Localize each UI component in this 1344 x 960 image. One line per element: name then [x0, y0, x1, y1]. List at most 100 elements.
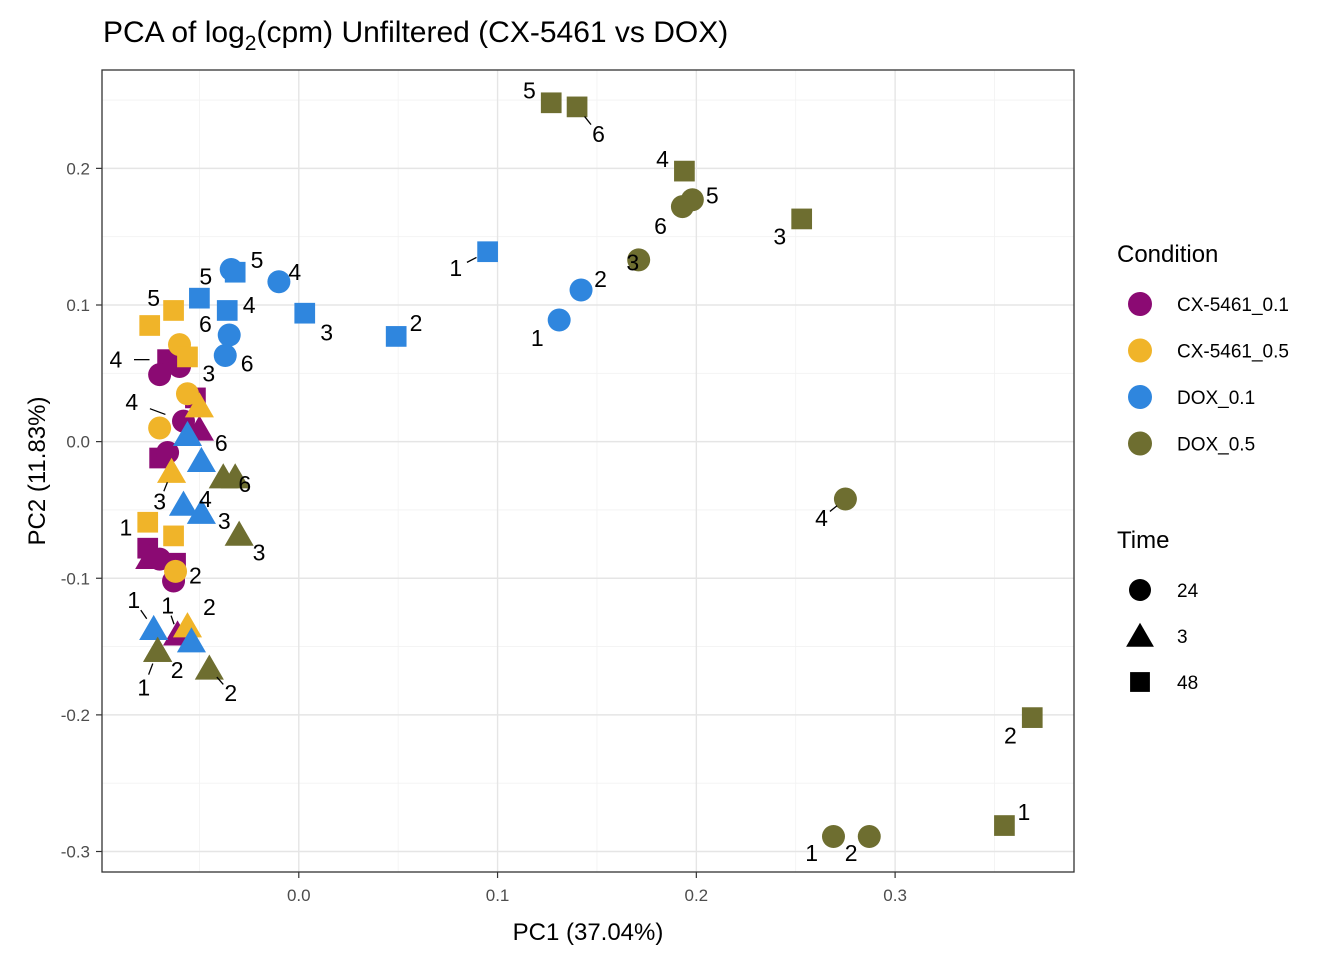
data-point: [220, 463, 250, 489]
legend-condition-key: [1128, 292, 1152, 316]
data-point: [267, 270, 291, 294]
point-label: 3: [153, 489, 166, 515]
panel-background: [102, 70, 1074, 872]
point-label: 6: [592, 121, 605, 147]
data-point: [833, 487, 857, 511]
legend-condition-label: CX-5461_0.1: [1177, 295, 1289, 316]
point-label: 1: [137, 675, 150, 701]
grid-lines: [102, 70, 1074, 872]
data-point: [547, 308, 571, 332]
data-point: [194, 654, 224, 680]
data-point: [186, 498, 216, 524]
data-point: [137, 511, 159, 533]
legend-time-label: 24: [1177, 581, 1199, 602]
point-label: 2: [594, 266, 607, 292]
legend-times: 24 3 48: [1126, 579, 1199, 694]
title-subscript: 2: [245, 32, 257, 55]
data-point: [177, 346, 198, 368]
data-point: [857, 824, 881, 848]
point-label: 4: [125, 389, 138, 415]
legend-condition-title: Condition: [1117, 241, 1218, 268]
data-point: [385, 326, 407, 347]
data-point: [627, 248, 651, 272]
point-label: 6: [654, 213, 667, 239]
legend-condition-key: [1128, 338, 1152, 363]
legend-condition-label: DOX_0.1: [1177, 388, 1255, 409]
point-label: 2: [171, 657, 184, 683]
point-label: 3: [253, 539, 266, 565]
label-leader-line: [140, 609, 148, 620]
data-point: [216, 300, 238, 321]
data-point: [674, 160, 695, 182]
label-leader-line: [466, 256, 477, 263]
point-label: 4: [199, 486, 212, 512]
legend-time-title: Time: [1117, 527, 1169, 554]
legend-condition-key: [1128, 385, 1152, 409]
point-label: 1: [161, 593, 174, 619]
point-label: 1: [449, 255, 462, 281]
point-label: 1: [1018, 799, 1031, 825]
point-label: 6: [199, 311, 212, 337]
legend-condition-label: DOX_0.5: [1177, 435, 1255, 456]
data-point: [148, 363, 172, 387]
y-tick-label: -0.2: [61, 706, 90, 725]
data-point: [670, 195, 694, 219]
data-point: [176, 627, 206, 653]
data-point: [791, 208, 813, 230]
point-label: 4: [243, 292, 256, 318]
data-point: [294, 302, 316, 324]
data-point: [821, 824, 845, 848]
point-label: 1: [805, 840, 818, 866]
point-label: 3: [202, 360, 215, 386]
x-axis-ticks: 0.0 0.1 0.2 0.3: [287, 872, 907, 905]
point-label: 5: [147, 285, 160, 311]
point-label: 5: [251, 247, 264, 273]
y-axis-title: PC2 (11.83%): [24, 397, 51, 546]
data-point: [994, 815, 1015, 836]
label-leader-line: [148, 663, 154, 675]
data-point: [477, 241, 498, 263]
x-tick-label: 0.3: [883, 886, 907, 905]
y-axis-ticks: 0.2 0.1 0.0 -0.1 -0.2 -0.3: [61, 159, 102, 862]
label-leader-line: [149, 408, 166, 416]
y-tick-label: 0.2: [66, 159, 90, 178]
legend-time-key: [1129, 579, 1151, 601]
data-point: [213, 344, 237, 368]
data-point: [172, 420, 203, 447]
data-point: [172, 612, 203, 638]
data-point: [139, 614, 169, 641]
x-tick-label: 0.2: [685, 886, 709, 905]
point-label: 5: [706, 183, 719, 209]
y-tick-label: -0.1: [61, 569, 90, 588]
point-label: 2: [203, 594, 216, 620]
point-label: 4: [288, 259, 301, 285]
point-label: 4: [656, 146, 669, 172]
point-label: 3: [773, 224, 786, 250]
data-point: [168, 490, 199, 516]
legend-time-key: [1126, 622, 1154, 647]
x-tick-label: 0.0: [287, 886, 311, 905]
legend-condition-key: [1128, 431, 1152, 456]
data-point: [175, 382, 199, 406]
point-label: 2: [189, 563, 202, 589]
label-leader-line: [216, 676, 224, 685]
title-rest: (cpm) Unfiltered (CX-5461 vs DOX): [256, 16, 728, 49]
data-point: [143, 636, 173, 662]
data-point: [186, 446, 216, 472]
point-label: 2: [1004, 722, 1017, 748]
data-point: [157, 457, 187, 483]
y-tick-label: 0.0: [66, 433, 90, 452]
point-label: 6: [238, 471, 251, 497]
label-leader-line: [170, 615, 175, 625]
data-point: [156, 441, 180, 465]
data-point: [189, 287, 210, 309]
point-label: 3: [626, 250, 639, 276]
data-point: [224, 520, 254, 546]
data-point: [184, 392, 214, 418]
legend: Condition CX-5461_0.1 CX-5461_0.5 DOX_0.1 D…: [1117, 241, 1289, 694]
legend-time-label: 3: [1177, 627, 1188, 648]
y-tick-label: -0.3: [61, 843, 90, 862]
data-point: [148, 416, 172, 440]
y-tick-label: 0.1: [66, 296, 90, 315]
